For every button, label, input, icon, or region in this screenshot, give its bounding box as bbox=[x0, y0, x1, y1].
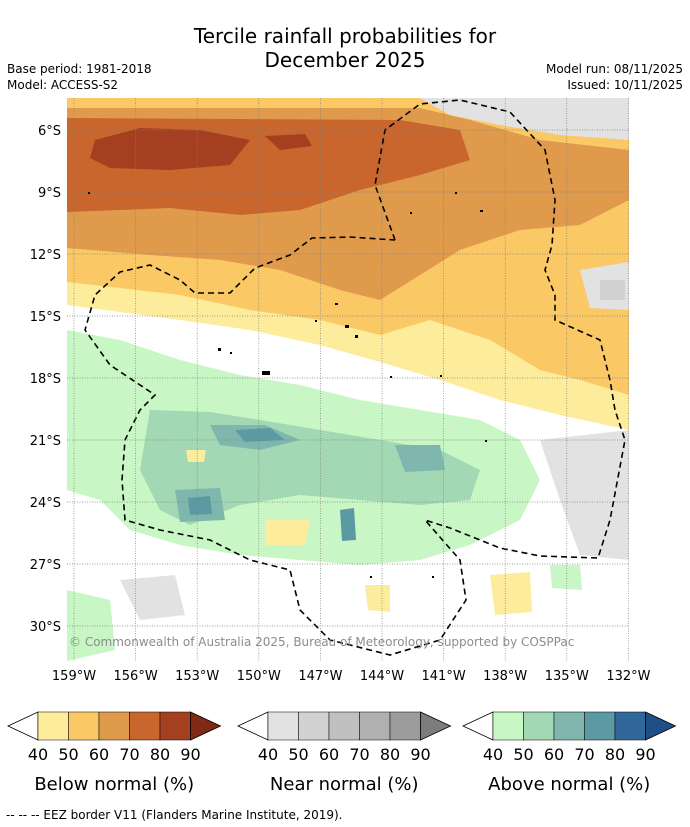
model-name: Model: ACCESS-S2 bbox=[7, 78, 119, 92]
colorbar-segment bbox=[523, 711, 555, 741]
above-40-patch-southwest bbox=[67, 590, 115, 661]
colorbars: 40 50 60 70 80 90 Below normal (%) 40 50 60 70 80 90… bbox=[7, 711, 677, 795]
colorbar-tick-label: 90 bbox=[635, 745, 655, 764]
y-tick-label: 12°S bbox=[30, 248, 61, 263]
near-40-patch-north bbox=[420, 98, 629, 140]
copyright-text: © Commonwealth of Australia 2025, Bureau… bbox=[69, 635, 574, 649]
colorbar-tick-label: 80 bbox=[150, 745, 170, 764]
colorbar-segment bbox=[159, 711, 191, 741]
below-40-patch-south-3 bbox=[490, 572, 532, 615]
colorbar-under-triangle bbox=[462, 711, 494, 741]
colorbar-over-triangle bbox=[420, 711, 452, 741]
colorbar-tick-label: 80 bbox=[380, 745, 400, 764]
y-tick-label: 9°S bbox=[38, 186, 61, 201]
colorbar-tick-label: 60 bbox=[89, 745, 109, 764]
y-tick-label: 15°S bbox=[30, 310, 61, 325]
colorbar-tick-label: 50 bbox=[513, 745, 533, 764]
base-period: Base period: 1981-2018 bbox=[7, 62, 152, 76]
gridlines bbox=[67, 98, 629, 661]
colorbar-3: 40 50 60 70 80 90 Above normal (%) bbox=[462, 711, 677, 795]
chart-title-line2: December 2025 bbox=[264, 48, 426, 72]
colorbar-segment bbox=[98, 711, 130, 741]
colorbar-tick-label: 90 bbox=[410, 745, 430, 764]
y-tick-label: 27°S bbox=[30, 558, 61, 573]
y-tick-label: 24°S bbox=[30, 496, 61, 511]
y-tick-label: 21°S bbox=[30, 434, 61, 449]
colorbar-tick-label: 40 bbox=[483, 745, 503, 764]
x-tick-label: 144°W bbox=[360, 669, 404, 684]
colorbar-tick-label: 40 bbox=[28, 745, 48, 764]
colorbar-tick-label: 70 bbox=[574, 745, 594, 764]
colorbar-segment bbox=[584, 711, 616, 741]
above-70-patch-1 bbox=[235, 428, 285, 442]
colorbar-segment bbox=[389, 711, 421, 741]
issued-date: Issued: 10/11/2025 bbox=[567, 78, 683, 92]
colorbar-segment bbox=[298, 711, 330, 741]
colorbar-segment bbox=[129, 711, 161, 741]
below-40-patch-south-2 bbox=[365, 585, 390, 612]
below-40-patch-south-1 bbox=[265, 520, 310, 545]
colorbar-tick-label: 80 bbox=[605, 745, 625, 764]
x-tick-label: 141°W bbox=[422, 669, 466, 684]
colorbar-tick-label: 60 bbox=[544, 745, 564, 764]
y-tick-label: 6°S bbox=[38, 124, 61, 139]
y-tick-labels: 6°S 9°S 12°S 15°S 18°S 21°S 24°S 27°S 30°S bbox=[30, 124, 61, 635]
near-40-patch-southeast bbox=[540, 430, 629, 560]
colorbar-label: Above normal (%) bbox=[488, 774, 650, 795]
y-tick-label: 30°S bbox=[30, 620, 61, 635]
above-70-patch-2 bbox=[188, 496, 212, 515]
colorbar-tick-label: 40 bbox=[258, 745, 278, 764]
below-40-patch-mid bbox=[186, 450, 206, 462]
x-tick-labels: 159°W 156°W 153°W 150°W 147°W 144°W 141°W 138°W… bbox=[52, 669, 651, 684]
colorbar-segment bbox=[553, 711, 585, 741]
x-tick-label: 138°W bbox=[483, 669, 527, 684]
above-60-patch-2 bbox=[395, 445, 445, 472]
x-tick-label: 156°W bbox=[114, 669, 158, 684]
near-50-patch bbox=[600, 280, 625, 300]
above-40-patch-southeast bbox=[550, 565, 582, 590]
colorbar-tick-label: 90 bbox=[180, 745, 200, 764]
x-tick-label: 159°W bbox=[52, 669, 96, 684]
colorbar-segment bbox=[614, 711, 646, 741]
chart-title-line1: Tercile rainfall probabilities for bbox=[193, 24, 497, 48]
x-tick-label: 150°W bbox=[237, 669, 281, 684]
below-80-band bbox=[90, 128, 250, 170]
colorbar-over-triangle bbox=[645, 711, 677, 741]
colorbar-under-triangle bbox=[237, 711, 269, 741]
eez-border-north bbox=[84, 99, 626, 656]
near-40-patch-south bbox=[120, 575, 185, 620]
colorbar-segment bbox=[492, 711, 524, 741]
colorbar-label: Near normal (%) bbox=[270, 774, 419, 795]
colorbar-under-triangle bbox=[7, 711, 39, 741]
colorbar-tick-label: 50 bbox=[288, 745, 308, 764]
eez-footnote: -- -- -- EEZ border V11 (Flanders Marine… bbox=[6, 808, 343, 822]
colorbar-segment bbox=[37, 711, 69, 741]
colorbar-tick-label: 70 bbox=[119, 745, 139, 764]
y-tick-label: 18°S bbox=[30, 372, 61, 387]
colorbar-1: 40 50 60 70 80 90 Below normal (%) bbox=[7, 711, 222, 795]
colorbar-label: Below normal (%) bbox=[34, 774, 194, 795]
x-tick-label: 132°W bbox=[606, 669, 650, 684]
colorbar-segment bbox=[328, 711, 360, 741]
colorbar-segment bbox=[359, 711, 391, 741]
probability-map bbox=[67, 98, 629, 661]
colorbar-segment bbox=[267, 711, 299, 741]
colorbar-tick-label: 50 bbox=[58, 745, 78, 764]
below-80-band-2 bbox=[265, 134, 312, 150]
islands bbox=[88, 192, 487, 578]
above-70-patch-3 bbox=[340, 508, 356, 541]
x-tick-label: 147°W bbox=[298, 669, 342, 684]
colorbar-tick-label: 60 bbox=[319, 745, 339, 764]
colorbar-2: 40 50 60 70 80 90 Near normal (%) bbox=[237, 711, 452, 795]
x-tick-label: 135°W bbox=[545, 669, 589, 684]
model-run: Model run: 08/11/2025 bbox=[545, 62, 683, 76]
colorbar-over-triangle bbox=[190, 711, 222, 741]
x-tick-label: 153°W bbox=[175, 669, 219, 684]
colorbar-segment bbox=[68, 711, 100, 741]
colorbar-tick-label: 70 bbox=[349, 745, 369, 764]
